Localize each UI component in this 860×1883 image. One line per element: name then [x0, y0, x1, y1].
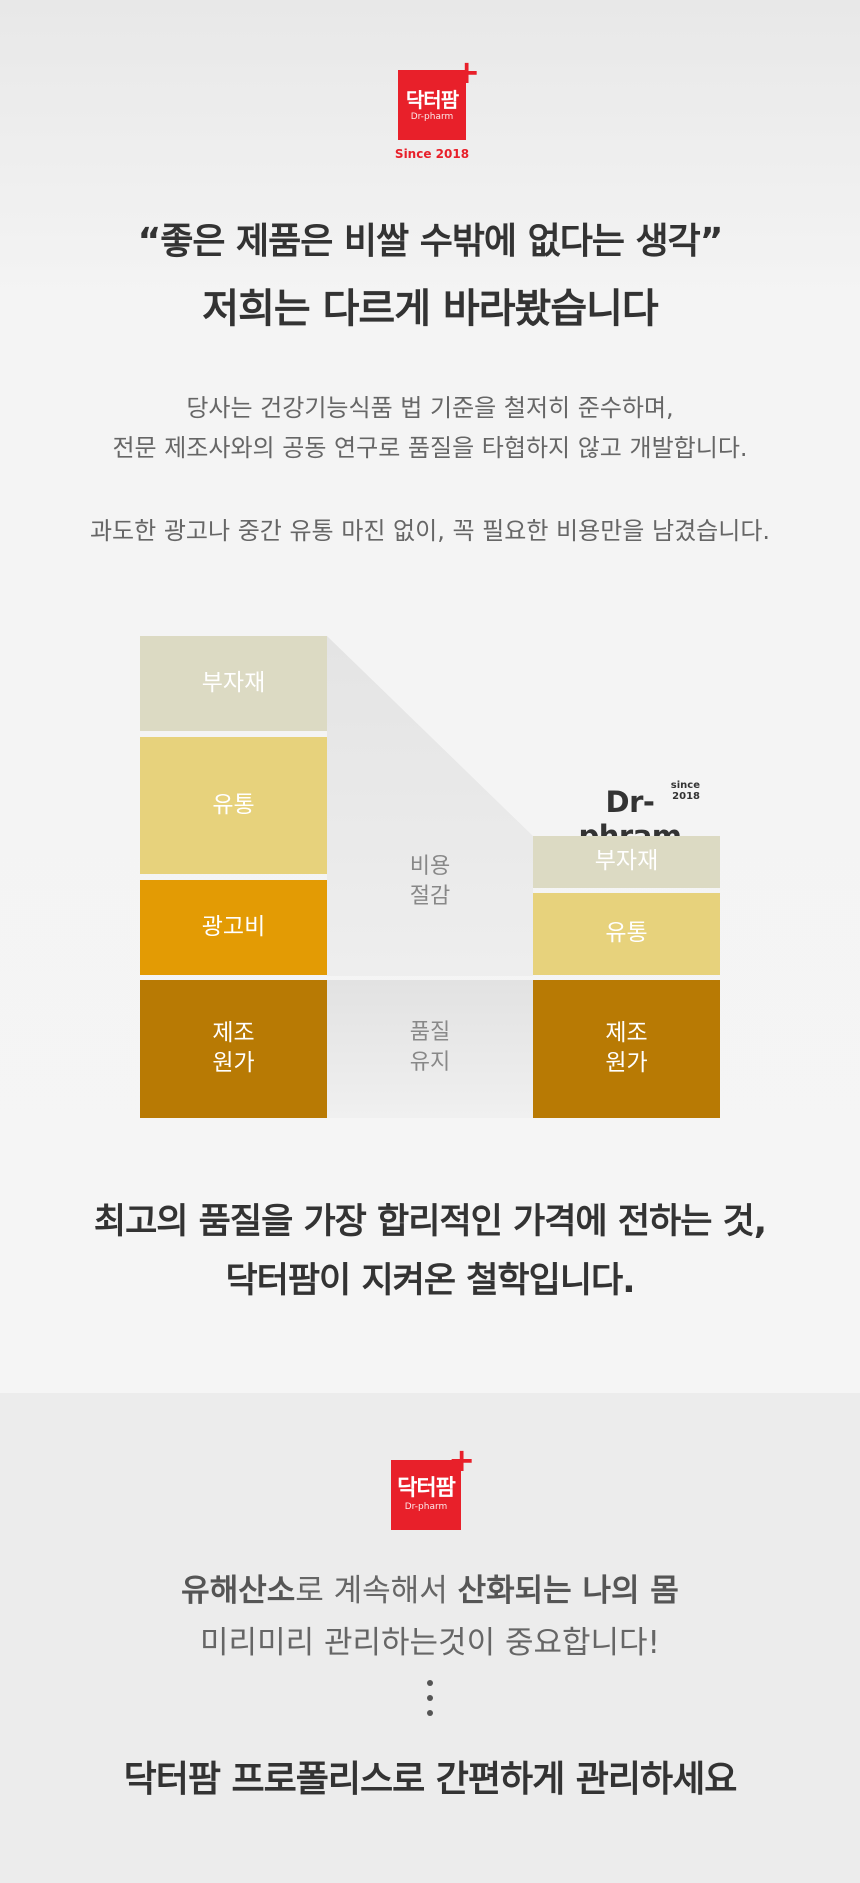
bold-harmful-oxygen: 유해산소	[181, 1573, 296, 1609]
logo-english-text: Dr-pharm	[410, 112, 454, 122]
brand-since: since 2018	[670, 780, 700, 802]
logo-english-text-bottom: Dr-pharm	[404, 1502, 448, 1512]
left-block-distribution: 유통	[140, 737, 327, 874]
quality-band	[327, 980, 533, 1118]
right-block-materials: 부자재	[533, 836, 720, 888]
right-distribution-label: 유통	[605, 920, 648, 947]
left-advertising-label: 광고비	[201, 913, 266, 940]
left-distribution-label: 유통	[212, 791, 255, 818]
left-block-manufacturing: 제조 원가	[140, 980, 327, 1118]
brand-logo-bottom: + 닥터팜 Dr-pharm	[391, 1444, 475, 1530]
brand-logo: + 닥터팜 Dr-pharm	[398, 56, 480, 140]
left-materials-label: 부자재	[201, 669, 266, 696]
since-label: Since 2018	[394, 147, 470, 161]
bottom-line-2: 미리미리 관리하는것이 중요합니다!	[200, 1625, 660, 1661]
left-manufacturing-label: 제조 원가	[212, 1020, 255, 1076]
intro-line-2: 전문 제조사와의 공동 연구로 품질을 타협하지 않고 개발합니다.	[112, 434, 748, 462]
right-block-distribution: 유통	[533, 893, 720, 975]
plain-continuously: 로 계속해서	[295, 1573, 458, 1609]
bottom-line-1: 유해산소로 계속해서 산화되는 나의 몸	[0, 1565, 860, 1610]
savings-wedge	[327, 636, 533, 976]
logo-korean-text-bottom: 닥터팜	[397, 1476, 456, 1501]
plus-icon: +	[453, 53, 480, 91]
right-manufacturing-label: 제조 원가	[605, 1020, 648, 1076]
conclusion-line-2: 닥터팜이 지켜온 철학입니다.	[225, 1261, 635, 1301]
right-materials-label: 부자재	[594, 848, 659, 875]
intro-line-1: 당사는 건강기능식품 법 기준을 철저히 준수하며,	[186, 394, 674, 422]
vertical-dots-icon	[426, 1680, 434, 1725]
conclusion-line-1: 최고의 품질을 가장 합리적인 가격에 전하는 것,	[93, 1202, 767, 1242]
right-block-manufacturing: 제조 원가	[533, 980, 720, 1118]
cost-comparison-diagram: 부자재 유통 광고비 제조 원가 비용 절감 품질 유지 since 2018 …	[140, 636, 720, 1118]
logo-korean-text: 닥터팜	[405, 88, 459, 112]
left-block-advertising: 광고비	[140, 880, 327, 975]
diagram-background	[327, 636, 533, 1118]
savings-label: 비용 절감	[409, 854, 451, 909]
bold-oxidizing-body: 산화되는 나의 몸	[457, 1573, 679, 1609]
left-block-materials: 부자재	[140, 636, 327, 731]
headline-main: 저희는 다르게 바라봤습니다	[202, 286, 658, 332]
bottom-final-line: 닥터팜 프로폴리스로 간편하게 관리하세요	[123, 1759, 738, 1800]
headline-quote: “좋은 제품은 비쌀 수밖에 없다는 생각”	[137, 221, 724, 262]
intro-line-3: 과도한 광고나 중간 유통 마진 없이, 꼭 필요한 비용만을 남겼습니다.	[89, 517, 771, 545]
quality-label: 품질 유지	[409, 1020, 451, 1075]
plus-icon-bottom: +	[448, 1441, 475, 1479]
